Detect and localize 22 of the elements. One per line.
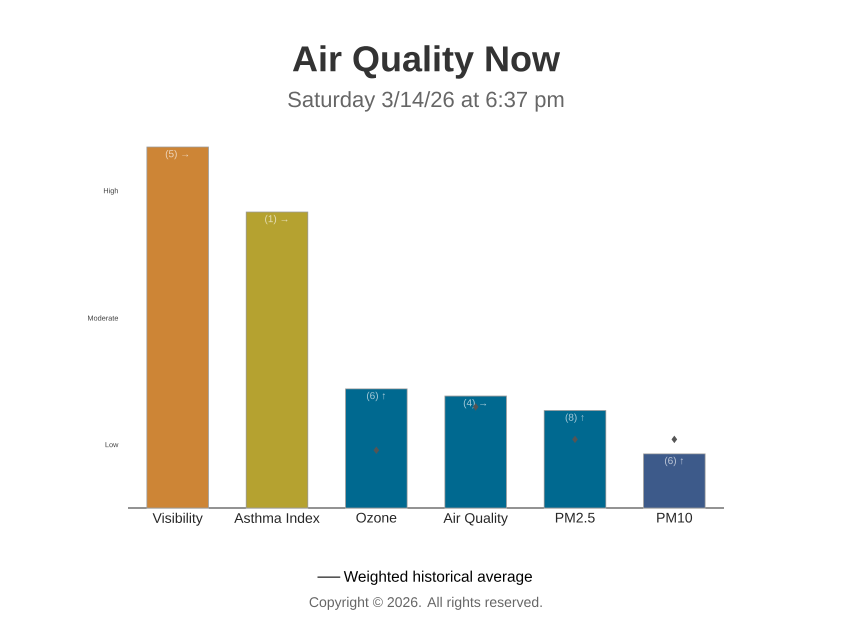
x-tick-label: Air Quality [443, 512, 508, 526]
legend-label: Weighted historical average [344, 570, 532, 585]
annotation: (4) → [464, 399, 486, 408]
bar [345, 388, 408, 508]
x-tick-label: Ozone [356, 512, 396, 523]
annotation: (8) ↑ [566, 413, 584, 423]
chart-title: Air Quality Now [292, 45, 560, 79]
text: Copyright © 2026. All rights reserved. [310, 596, 542, 610]
x-tick-label: PM10 [657, 512, 692, 523]
annotation: (5) → [166, 150, 188, 160]
bar [246, 212, 308, 508]
chart-subtitle: Saturday 3/14/26 at 6:37 pm [288, 91, 564, 112]
x-tick-label: Visibility [152, 512, 203, 526]
bar [444, 396, 507, 508]
x-tick-label: PM2.5 [556, 512, 595, 523]
annotation: (6) ↑ [664, 456, 684, 466]
annotation: (1) → [265, 214, 288, 224]
annotation: (6) ↑ [366, 392, 386, 402]
bar [146, 146, 209, 508]
bar [643, 453, 706, 508]
x-tick-label: Asthma Index [234, 512, 320, 523]
bar [544, 410, 606, 508]
